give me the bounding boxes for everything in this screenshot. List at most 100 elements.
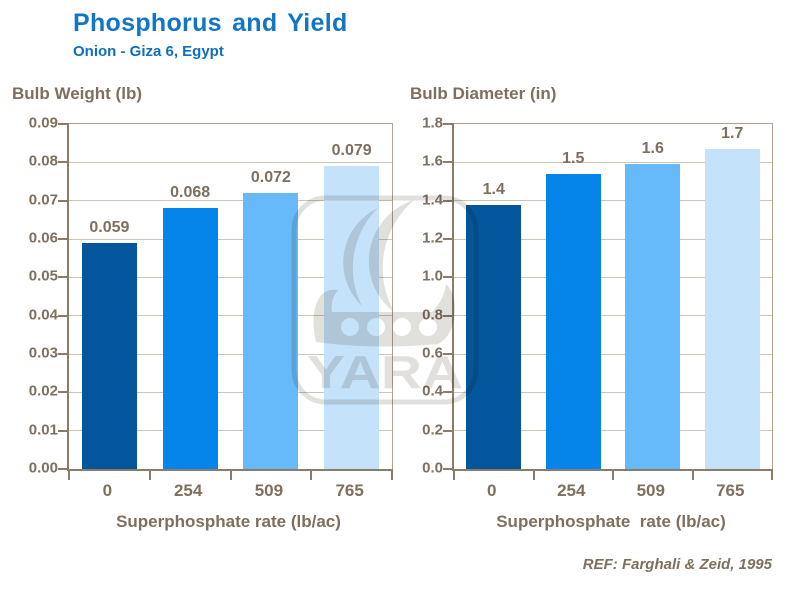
bar-value-label: 0.072 — [250, 169, 291, 186]
gridline — [69, 276, 392, 278]
x-axis: 0 254 509 765 — [12, 481, 390, 503]
y-tick-mark — [58, 199, 69, 202]
y-axis: 1.8 1.6 1.4 1.2 1.0 0.8 0.6 0.4 0.2 0.0 — [410, 115, 452, 477]
y-tick-label: 0.4 — [422, 382, 443, 400]
y-tick-label: 0.0 — [422, 459, 443, 477]
y-tick-mark — [58, 123, 69, 125]
y-tick-mark — [443, 199, 454, 202]
y-tick-label: 1.0 — [422, 267, 443, 285]
x-category-label: 509 — [254, 481, 284, 500]
x-tick-mark — [612, 469, 614, 480]
x-category-label: 0 — [102, 481, 113, 500]
gridline — [69, 315, 392, 317]
bar-0 — [81, 242, 137, 469]
gridline — [454, 353, 772, 355]
bar-value-label: 0.059 — [89, 218, 130, 236]
y-tick-label: 0.8 — [422, 306, 443, 324]
y-tick-mark — [443, 353, 454, 355]
bar-765 — [324, 166, 380, 469]
x-tick-mark — [771, 469, 773, 480]
plot-area: 1.4 1.5 1.6 1.7 — [443, 123, 773, 480]
x-tick-mark — [229, 469, 232, 480]
chart-title: Bulb Weight (lb) — [12, 84, 142, 103]
gridline — [454, 200, 772, 202]
bulb-diameter-chart: Bulb Diameter (in) 1.8 1.6 1.4 1.2 1.0 0.8 0.6… — [410, 84, 773, 554]
y-tick-label: 0.08 — [28, 152, 58, 170]
y-tick-mark — [443, 314, 454, 317]
y-tick-label: 0.04 — [28, 306, 58, 324]
y-tick-mark — [443, 238, 454, 240]
bar-254 — [162, 208, 218, 469]
y-tick-label: 0.06 — [28, 229, 58, 247]
bar-value-label: 0.068 — [170, 184, 211, 202]
y-tick-label: 1.4 — [422, 191, 443, 209]
bar-value-label: 1.5 — [562, 149, 585, 167]
gridline — [69, 161, 392, 163]
gridline — [454, 276, 772, 278]
x-axis: 0 254 509 765 — [410, 481, 772, 503]
y-tick-mark — [58, 391, 69, 394]
bar-value-label: 1.4 — [482, 180, 505, 198]
gridline — [69, 353, 392, 355]
x-tick-mark — [68, 469, 70, 480]
page-subtitle: Onion - Giza 6, Egypt — [73, 43, 224, 60]
y-tick-label: 1.8 — [422, 114, 443, 132]
x-tick-mark — [691, 469, 694, 480]
y-tick-label: 0.2 — [422, 421, 443, 439]
x-axis-title: Superphosphate rate (lb/ac) — [116, 512, 341, 531]
y-tick-mark — [58, 276, 69, 279]
y-tick-label: 1.6 — [422, 152, 443, 170]
bar-value-label: 1.6 — [641, 140, 664, 158]
x-tick-mark — [148, 469, 151, 480]
plot-area: 0.059 0.068 0.072 0.079 — [58, 123, 393, 480]
y-axis: 0.09 0.08 0.07 0.06 0.05 0.04 0.03 0.02 0.01 0.00 — [12, 115, 67, 477]
gridline — [454, 238, 772, 240]
y-tick-mark — [443, 123, 454, 125]
y-tick-mark — [443, 161, 454, 164]
gridline — [69, 238, 392, 240]
bar-0 — [466, 204, 522, 469]
x-category-label: 509 — [636, 481, 665, 500]
y-tick-label: 0.03 — [28, 344, 58, 362]
x-category-label: 765 — [716, 481, 745, 500]
gridline — [454, 161, 772, 163]
reference-citation: REF: Farghali & Zeid, 1995 — [582, 556, 772, 573]
y-tick-label: 0.6 — [422, 344, 443, 362]
y-tick-mark — [58, 468, 69, 470]
gridline — [454, 430, 772, 432]
y-tick-label: 0.00 — [28, 459, 58, 477]
x-tick-mark — [310, 469, 313, 480]
bar-254 — [545, 173, 601, 469]
y-tick-mark — [58, 353, 69, 355]
bar-765 — [704, 148, 760, 469]
x-axis-title: Superphosphate rate (lb/ac) — [496, 512, 726, 531]
bar-509 — [625, 164, 681, 469]
y-tick-label: 0.05 — [28, 267, 58, 285]
x-category-label: 254 — [557, 481, 586, 500]
y-tick-mark — [58, 161, 69, 164]
x-category-label: 0 — [487, 481, 497, 500]
y-tick-label: 0.09 — [28, 114, 58, 132]
gridline — [454, 315, 772, 317]
y-tick-mark — [58, 238, 69, 240]
y-tick-mark — [58, 314, 69, 317]
bulb-weight-chart: Bulb Weight (lb) 0.09 0.08 0.07 0.06 0.05 0.0… — [12, 84, 393, 554]
y-tick-mark — [443, 391, 454, 394]
gridline — [69, 391, 392, 393]
x-tick-mark — [391, 469, 393, 480]
bar-value-label: 1.7 — [721, 124, 744, 142]
y-tick-mark — [443, 429, 454, 432]
page-title: Phosphorus and Yield — [73, 9, 348, 37]
y-tick-label: 1.2 — [422, 229, 443, 247]
y-tick-mark — [58, 429, 69, 432]
gridline — [454, 391, 772, 393]
x-category-label: 254 — [173, 481, 203, 500]
bar-value-label: 0.079 — [331, 142, 372, 160]
x-category-label: 765 — [335, 481, 364, 500]
y-tick-mark — [443, 276, 454, 279]
gridline — [69, 200, 392, 202]
x-tick-mark — [453, 469, 455, 480]
chart-title: Bulb Diameter (in) — [410, 84, 557, 103]
bar-509 — [243, 193, 299, 469]
